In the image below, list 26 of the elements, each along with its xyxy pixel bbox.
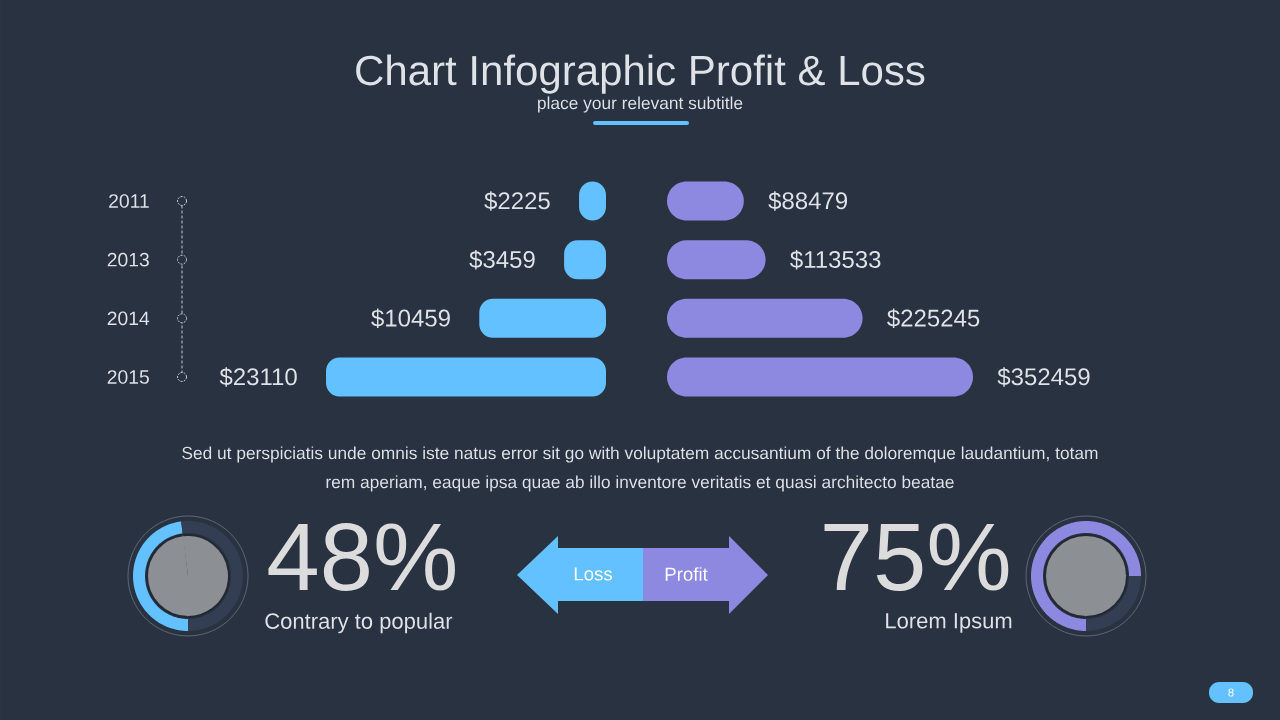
chart-title: 48% (268, 522, 455, 591)
text: Profit (665, 567, 708, 581)
y-tick-label: 2015 (107, 370, 149, 384)
bar (326, 357, 607, 397)
data-label: $3459 (469, 249, 535, 270)
bar (479, 298, 607, 338)
y-tick-label: 2013 (107, 252, 149, 267)
y-tick-label: 2014 (107, 311, 150, 326)
text: Lorem Ipsum (886, 613, 1012, 633)
data-label: $88479 (768, 191, 848, 211)
data-label: $10459 (371, 308, 450, 329)
data-label: $2225 (484, 191, 550, 211)
data-label: $225245 (887, 308, 980, 329)
text: Sed ut perspiciatis unde omnis iste natus error sit go with voluptatem accusantium of the doloremque laudantium, totam rem aperiam, eaque ipsa quae ab illo inventore veritatis et quasi architecto beatae (182, 446, 1098, 492)
text: 8 (1228, 688, 1234, 697)
data-label: $23110 (219, 367, 297, 387)
text: Loss (574, 567, 613, 581)
data-label: $352459 (997, 367, 1090, 387)
chart-title: 75% (824, 523, 1009, 591)
bar (667, 298, 863, 338)
y-tick-label: 2011 (109, 194, 149, 208)
data-label: $113533 (790, 249, 881, 270)
bar (667, 357, 974, 397)
chart-subtitle: place your relevant subtitle (538, 96, 743, 113)
chart-title: Chart Infographic Profit & Loss (356, 54, 925, 94)
text: Contrary to popular (265, 612, 453, 634)
